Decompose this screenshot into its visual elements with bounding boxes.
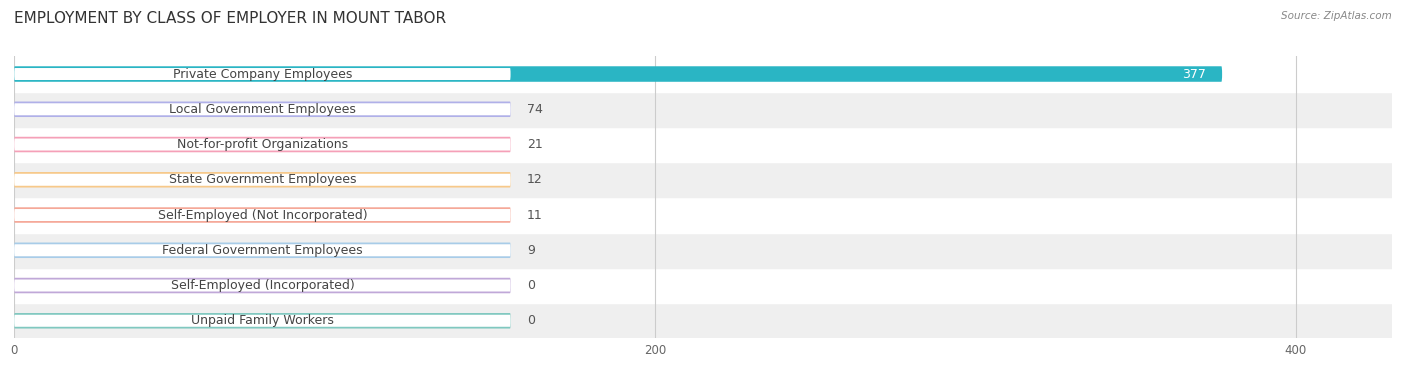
Text: Private Company Employees: Private Company Employees [173, 68, 352, 80]
FancyBboxPatch shape [14, 279, 510, 291]
FancyBboxPatch shape [14, 243, 510, 258]
FancyBboxPatch shape [14, 209, 510, 221]
Text: 9: 9 [527, 244, 534, 257]
Text: Source: ZipAtlas.com: Source: ZipAtlas.com [1281, 11, 1392, 21]
Text: 0: 0 [527, 279, 534, 292]
Text: Local Government Employees: Local Government Employees [169, 103, 356, 116]
FancyBboxPatch shape [14, 138, 510, 150]
FancyBboxPatch shape [14, 137, 510, 152]
FancyBboxPatch shape [14, 313, 510, 329]
FancyBboxPatch shape [14, 66, 1222, 82]
Bar [14, 127, 1392, 162]
Bar [14, 303, 1392, 338]
Text: Federal Government Employees: Federal Government Employees [162, 244, 363, 257]
Text: Self-Employed (Incorporated): Self-Employed (Incorporated) [170, 279, 354, 292]
FancyBboxPatch shape [14, 278, 510, 293]
FancyBboxPatch shape [14, 102, 510, 117]
Bar [14, 92, 1392, 127]
FancyBboxPatch shape [14, 172, 510, 188]
Text: EMPLOYMENT BY CLASS OF EMPLOYER IN MOUNT TABOR: EMPLOYMENT BY CLASS OF EMPLOYER IN MOUNT… [14, 11, 446, 26]
Bar [14, 162, 1392, 197]
FancyBboxPatch shape [14, 103, 510, 115]
Text: Self-Employed (Not Incorporated): Self-Employed (Not Incorporated) [157, 209, 367, 221]
Text: 11: 11 [527, 209, 543, 221]
Text: 74: 74 [527, 103, 543, 116]
Text: Not-for-profit Organizations: Not-for-profit Organizations [177, 138, 347, 151]
Text: 0: 0 [527, 314, 534, 327]
Bar [14, 197, 1392, 233]
Text: State Government Employees: State Government Employees [169, 173, 356, 186]
FancyBboxPatch shape [14, 174, 510, 186]
Bar [14, 233, 1392, 268]
Text: 12: 12 [527, 173, 543, 186]
Text: 21: 21 [527, 138, 543, 151]
Text: Unpaid Family Workers: Unpaid Family Workers [191, 314, 333, 327]
Bar [14, 268, 1392, 303]
Text: 377: 377 [1182, 68, 1206, 80]
FancyBboxPatch shape [14, 244, 510, 256]
FancyBboxPatch shape [14, 68, 510, 80]
Bar [14, 56, 1392, 92]
FancyBboxPatch shape [14, 315, 510, 327]
FancyBboxPatch shape [14, 207, 510, 223]
